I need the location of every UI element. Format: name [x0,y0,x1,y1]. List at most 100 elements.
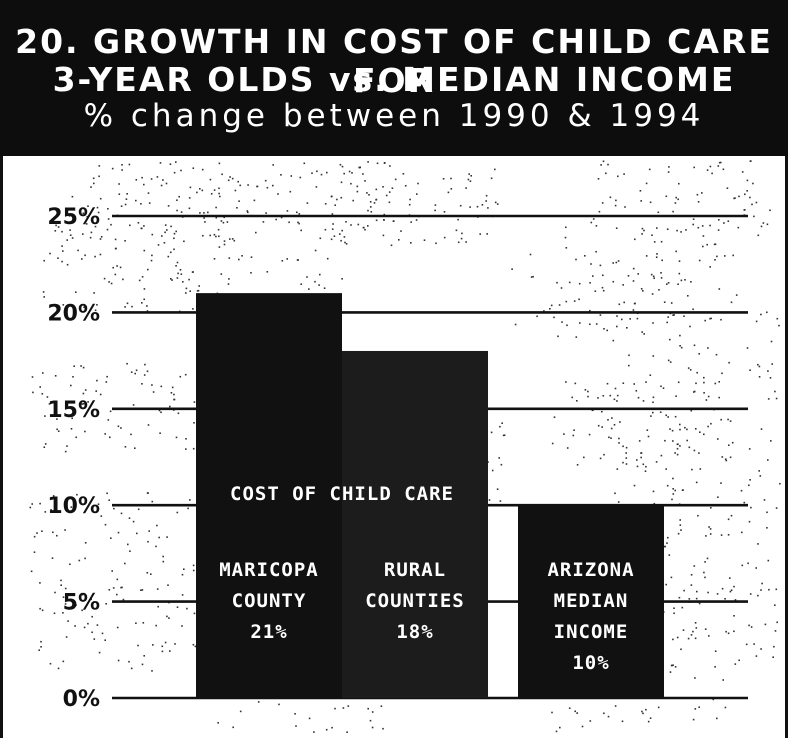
speckle-dot [622,445,624,448]
speckle-dot [601,286,604,289]
speckle-dot [50,509,52,511]
speckle-dot [184,373,187,376]
speckle-dot [132,520,135,523]
speckle-dot [574,382,577,385]
speckle-dot [185,292,187,294]
speckle-dot [339,233,341,235]
speckle-dot [693,344,696,347]
speckle-dot [735,294,738,296]
speckle-dot [409,198,411,201]
speckle-dot [215,235,217,238]
speckle-dot [176,606,179,608]
speckle-dot [476,205,479,208]
speckle-dot [44,415,46,417]
speckle-dot [660,272,662,274]
speckle-dot [723,222,725,224]
speckle-dot [408,203,411,206]
speckle-dot [704,576,706,579]
speckle-dot [121,164,123,166]
speckle-dot [41,609,44,612]
speckle-dot [468,173,470,175]
speckle-dot [170,392,173,394]
speckle-dot [48,403,51,405]
speckle-dot [141,227,143,230]
speckle-dot [342,707,345,709]
speckle-dot [749,479,751,481]
speckle-dot [543,310,545,312]
speckle-dot [175,230,177,233]
speckle-dot [135,199,137,202]
speckle-dot [615,199,617,202]
speckle-dot [568,281,571,284]
speckle-dot [642,463,645,466]
speckle-dot [278,703,280,706]
speckle-dot [672,493,675,495]
speckle-dot [743,501,746,504]
speckle-dot [749,196,751,199]
speckle-dot [679,428,681,431]
speckle-dot [148,530,150,532]
speckle-dot [117,531,120,534]
speckle-dot [668,166,670,168]
speckle-dot [443,211,446,213]
speckle-dot [693,565,696,567]
speckle-dot [148,202,151,204]
speckle-dot [137,222,140,224]
speckle-dot [766,311,768,314]
speckle-dot [340,196,343,199]
speckle-dot [653,502,656,505]
speckle-dot [158,536,160,539]
speckle-dot [141,176,143,179]
speckle-dot [231,177,234,180]
speckle-dot [241,255,243,257]
speckle-dot [656,253,658,255]
speckle-dot [228,257,231,259]
speckle-dot [680,279,683,282]
speckle-dot [615,227,618,229]
speckle-dot [748,520,751,523]
speckle-dot [192,308,194,310]
speckle-dot [255,231,257,234]
speckle-dot [38,649,40,651]
speckle-dot [193,612,196,615]
speckle-dot [164,231,166,234]
speckle-dot [166,536,168,538]
speckle-dot [61,260,63,263]
speckle-dot [469,206,471,208]
speckle-dot [678,182,680,185]
speckle-dot [766,511,768,514]
speckle-dot [746,190,748,192]
speckle-dot [709,528,712,530]
speckle-dot [678,272,681,275]
speckle-dot [714,382,717,385]
speckle-dot [673,612,675,615]
speckle-dot [209,178,212,181]
speckle-dot [565,247,568,249]
speckle-dot [725,630,727,633]
speckle-dot [57,226,60,228]
speckle-dot [179,269,182,271]
speckle-dot [306,276,308,278]
speckle-dot [156,588,159,590]
speckle-dot [576,400,578,402]
speckle-dot [602,395,605,397]
speckle-dot [41,393,44,395]
speckle-dot [264,179,267,182]
speckle-dot [157,244,160,246]
speckle-dot [109,410,112,413]
speckle-dot [479,233,481,235]
speckle-dot [656,227,658,229]
speckle-dot [54,591,56,594]
speckle-dot [308,717,311,720]
speckle-dot [46,396,49,398]
speckle-dot [151,670,153,672]
speckle-dot [641,710,643,713]
speckle-dot [634,302,636,305]
speckle-dot [69,229,71,231]
speckle-dot [643,229,645,232]
speckle-dot [238,200,240,202]
speckle-dot [124,203,127,206]
speckle-dot [676,443,679,446]
speckle-dot [93,182,95,185]
speckle-dot [318,284,320,286]
